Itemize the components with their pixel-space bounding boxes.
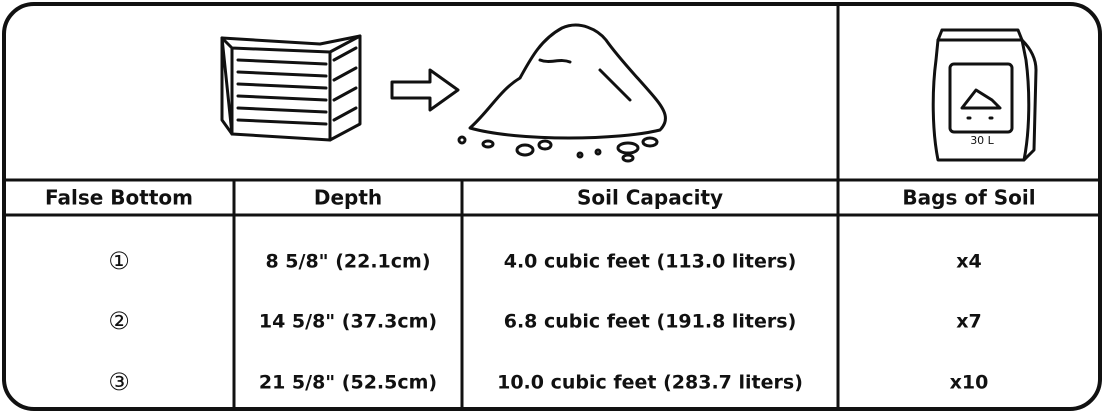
table-cell: x7: [956, 311, 981, 333]
bag-label: 30 L: [970, 134, 994, 147]
row-number: ①: [108, 247, 130, 275]
table-cell: 4.0 cubic feet (113.0 liters): [504, 251, 797, 273]
table-cell: 6.8 cubic feet (191.8 liters): [504, 311, 797, 333]
table-cell: x4: [956, 251, 981, 273]
table-cell: 8 5/8" (22.1cm): [265, 251, 430, 273]
header-cell: Bags of Soil: [902, 186, 1035, 210]
row-number: ②: [108, 307, 130, 335]
table-cell: 10.0 cubic feet (283.7 liters): [497, 372, 803, 394]
soil-table: 30 L False Bottom Depth Soil Capacity Bags …: [0, 0, 1104, 413]
header-cell: False Bottom: [45, 186, 193, 210]
table-cell: 21 5/8" (52.5cm): [259, 372, 437, 394]
table-cell: x10: [950, 372, 989, 394]
header-cell: Soil Capacity: [577, 186, 723, 210]
row-number: ③: [108, 368, 130, 396]
header-cell: Depth: [314, 186, 382, 210]
table-cell: 14 5/8" (37.3cm): [259, 311, 437, 333]
